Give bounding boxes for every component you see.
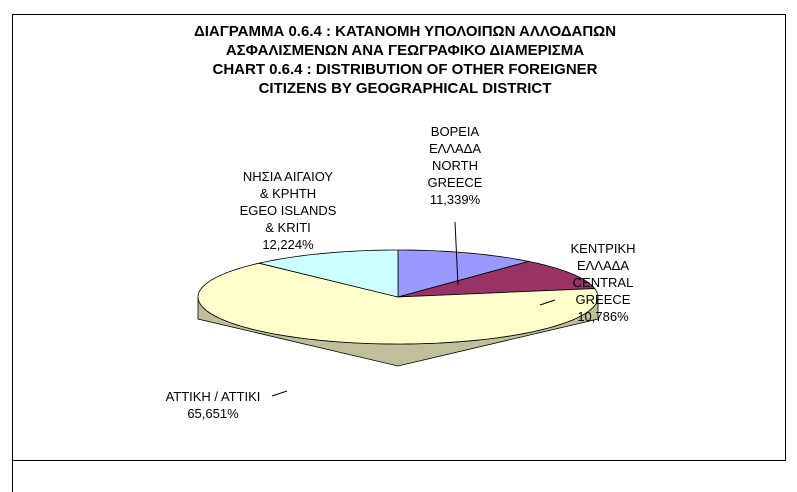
value-label: 65,651% — [187, 406, 239, 421]
slice — [397, 261, 596, 298]
category-label: ΒΟΡΕΙΑ ΕΛΛΑΔΑ NORTH GREECE — [427, 124, 483, 190]
value-label: 10,786% — [577, 309, 629, 324]
leader-line — [271, 390, 288, 397]
category-label: ΝΗΣΙΑ ΑΙΓΑΙΟΥ & ΚΡΗΤΗ EGEO ISLANDS & KRI… — [239, 169, 337, 235]
chart-frame — [12, 14, 786, 461]
category-label: ΚΕΝΤΡΙΚΗ ΕΛΛΑΔΑ CENTRAL GREECE — [570, 241, 636, 307]
value-label: 12,224% — [262, 237, 314, 252]
slice — [397, 249, 529, 298]
data-label: ΚΕΝΤΡΙΚΗ ΕΛΛΑΔΑ CENTRAL GREECE 10,786% — [513, 240, 693, 325]
slice — [197, 262, 599, 345]
leader-line — [454, 221, 459, 286]
data-label: ΝΗΣΙΑ ΑΙΓΑΙΟΥ & ΚΡΗΤΗ EGEO ISLANDS & KRI… — [198, 168, 378, 253]
chart-title: ΔΙΑΓΡΑΜΜΑ 0.6.4 : ΚΑΤΑΝΟΜΗ ΥΠΟΛΟΙΠΩΝ ΑΛΛ… — [193, 23, 617, 59]
data-label: ΒΟΡΕΙΑ ΕΛΛΑΔΑ NORTH GREECE 11,339% — [365, 123, 545, 208]
slice — [258, 249, 399, 298]
category-label: ΑΤΤΙΚΗ / ΑΤΤΙΚΙ — [165, 389, 261, 404]
data-label: ΑΤΤΙΚΗ / ΑΤΤΙΚΙ 65,651% — [123, 388, 303, 422]
slice-side-shade — [198, 297, 598, 366]
leader-line — [539, 299, 556, 306]
chart-subtitle: CHART 0.6.4 : DISTRIBUTION OF OTHER FORE… — [212, 61, 598, 97]
value-label: 11,339% — [429, 192, 481, 207]
